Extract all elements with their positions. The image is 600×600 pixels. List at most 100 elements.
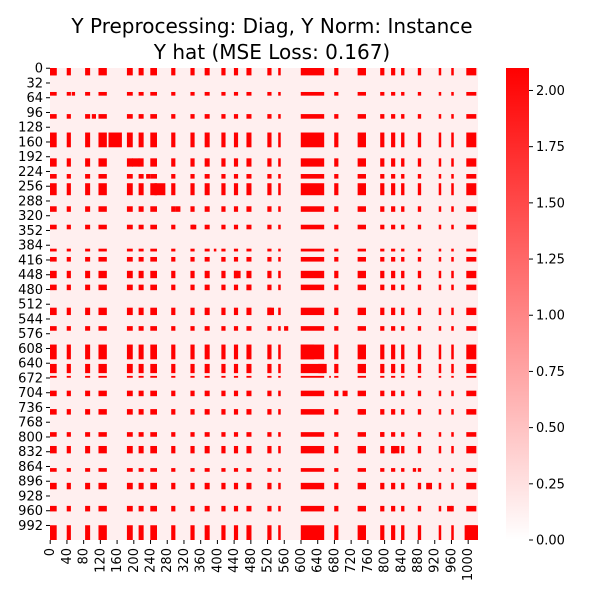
heatmap-cell [334, 344, 339, 360]
heatmap-cell [66, 248, 71, 252]
heatmap-cell [50, 432, 57, 437]
y-tick-label: 416 [18, 253, 43, 268]
heatmap-cell [233, 482, 239, 490]
y-tick-label: 256 [18, 180, 43, 195]
heatmap-cell [246, 183, 252, 196]
heatmap-cell [221, 284, 226, 291]
heatmap-cell [401, 270, 405, 279]
heatmap-cell [126, 206, 133, 212]
colorbar-tick-label: 0.00 [536, 534, 565, 549]
heatmap-cell [126, 344, 133, 360]
heatmap-cell [204, 505, 210, 512]
heatmap-cell [380, 68, 385, 76]
heatmap-cell [126, 432, 133, 437]
heatmap-cell [221, 344, 226, 360]
heatmap-cell [233, 206, 239, 212]
heatmap-cell [150, 183, 157, 196]
heatmap-cell [380, 375, 385, 378]
heatmap-cell [171, 114, 176, 119]
heatmap-cell [66, 132, 71, 148]
heatmap-cell [138, 344, 144, 360]
heatmap-cell [334, 91, 339, 96]
heatmap-cell [451, 132, 454, 148]
heatmap-cell [138, 525, 144, 540]
heatmap-cell [401, 445, 405, 454]
heatmap-cell [190, 114, 195, 119]
y-tick-label: 384 [18, 239, 43, 254]
heatmap-cell [438, 183, 442, 196]
heatmap-diagonal-cell [146, 174, 151, 179]
y-tick-label: 224 [18, 165, 43, 180]
heatmap-cell [221, 390, 226, 397]
heatmap-cell [438, 158, 442, 167]
heatmap-cell [417, 224, 422, 230]
heatmap-cell [190, 344, 195, 360]
heatmap-cell [466, 468, 477, 472]
heatmap-cell [417, 248, 422, 252]
heatmap-cell [334, 525, 339, 540]
x-tick-label: 360 [194, 548, 209, 573]
heatmap-cell [278, 432, 281, 437]
y-tick-label: 992 [18, 519, 43, 534]
colorbar-tick-label: 0.75 [536, 365, 565, 380]
heatmap-diagonal-cell [359, 409, 365, 415]
x-tick-label: 720 [344, 548, 359, 573]
heatmap-cell [401, 248, 405, 252]
heatmap-cell [438, 468, 442, 472]
heatmap-cell [233, 445, 239, 454]
heatmap-cell [300, 468, 325, 472]
heatmap-cell [391, 363, 396, 374]
heatmap-cell [66, 344, 71, 360]
heatmap-cell [171, 363, 176, 374]
heatmap-cell [357, 256, 366, 262]
x-tick-label: 760 [361, 548, 376, 573]
heatmap-cell [380, 132, 385, 148]
heatmap-cell [334, 284, 339, 291]
heatmap-cell [138, 248, 144, 252]
heatmap-cell [98, 224, 107, 230]
heatmap-cell [357, 445, 366, 454]
heatmap-cell [466, 390, 477, 397]
heatmap-cell [334, 409, 339, 415]
heatmap-cell [357, 505, 366, 512]
heatmap-cell [267, 174, 272, 179]
heatmap-cell [334, 468, 339, 472]
heatmap-cell [98, 248, 107, 252]
heatmap-cell [66, 432, 71, 437]
heatmap-cell [171, 284, 176, 291]
y-tick-label: 96 [26, 106, 43, 121]
heatmap-cell [221, 68, 226, 76]
x-tick-label: 920 [428, 548, 443, 573]
heatmap-cell [334, 445, 339, 454]
heatmap-cell [278, 91, 281, 96]
heatmap-plot-area [50, 68, 479, 540]
heatmap-cell [451, 409, 454, 415]
heatmap-cell [204, 375, 210, 378]
heatmap-cell [357, 482, 366, 490]
heatmap-cell [171, 158, 176, 167]
heatmap-cell [267, 409, 272, 415]
x-tick-label: 880 [411, 548, 426, 573]
heatmap-cell [451, 363, 454, 374]
heatmap-cell [204, 158, 210, 167]
heatmap-cell [246, 505, 252, 512]
heatmap-cell [451, 445, 454, 454]
heatmap-cell [417, 409, 422, 415]
heatmap-cell [246, 91, 252, 96]
colorbar-ticks: 0.00 0.25 0.50 0.75 1.00 1.25 1.50 1.75 2.00 [529, 84, 565, 549]
heatmap-cell [204, 363, 210, 374]
heatmap-diagonal-cell [284, 326, 289, 331]
heatmap-cell [380, 363, 385, 374]
heatmap-cell [401, 91, 405, 96]
heatmap-cell [417, 468, 422, 472]
heatmap-cell [357, 326, 366, 331]
heatmap-cell [334, 270, 339, 279]
heatmap-cell [278, 270, 281, 279]
heatmap-cell [391, 270, 396, 279]
heatmap-cell [357, 390, 366, 397]
heatmap-diagonal-cell [91, 114, 96, 119]
heatmap-cell [417, 270, 422, 279]
heatmap-cell [438, 248, 442, 252]
heatmap-cell [401, 256, 405, 262]
y-tick-label: 928 [18, 489, 43, 504]
